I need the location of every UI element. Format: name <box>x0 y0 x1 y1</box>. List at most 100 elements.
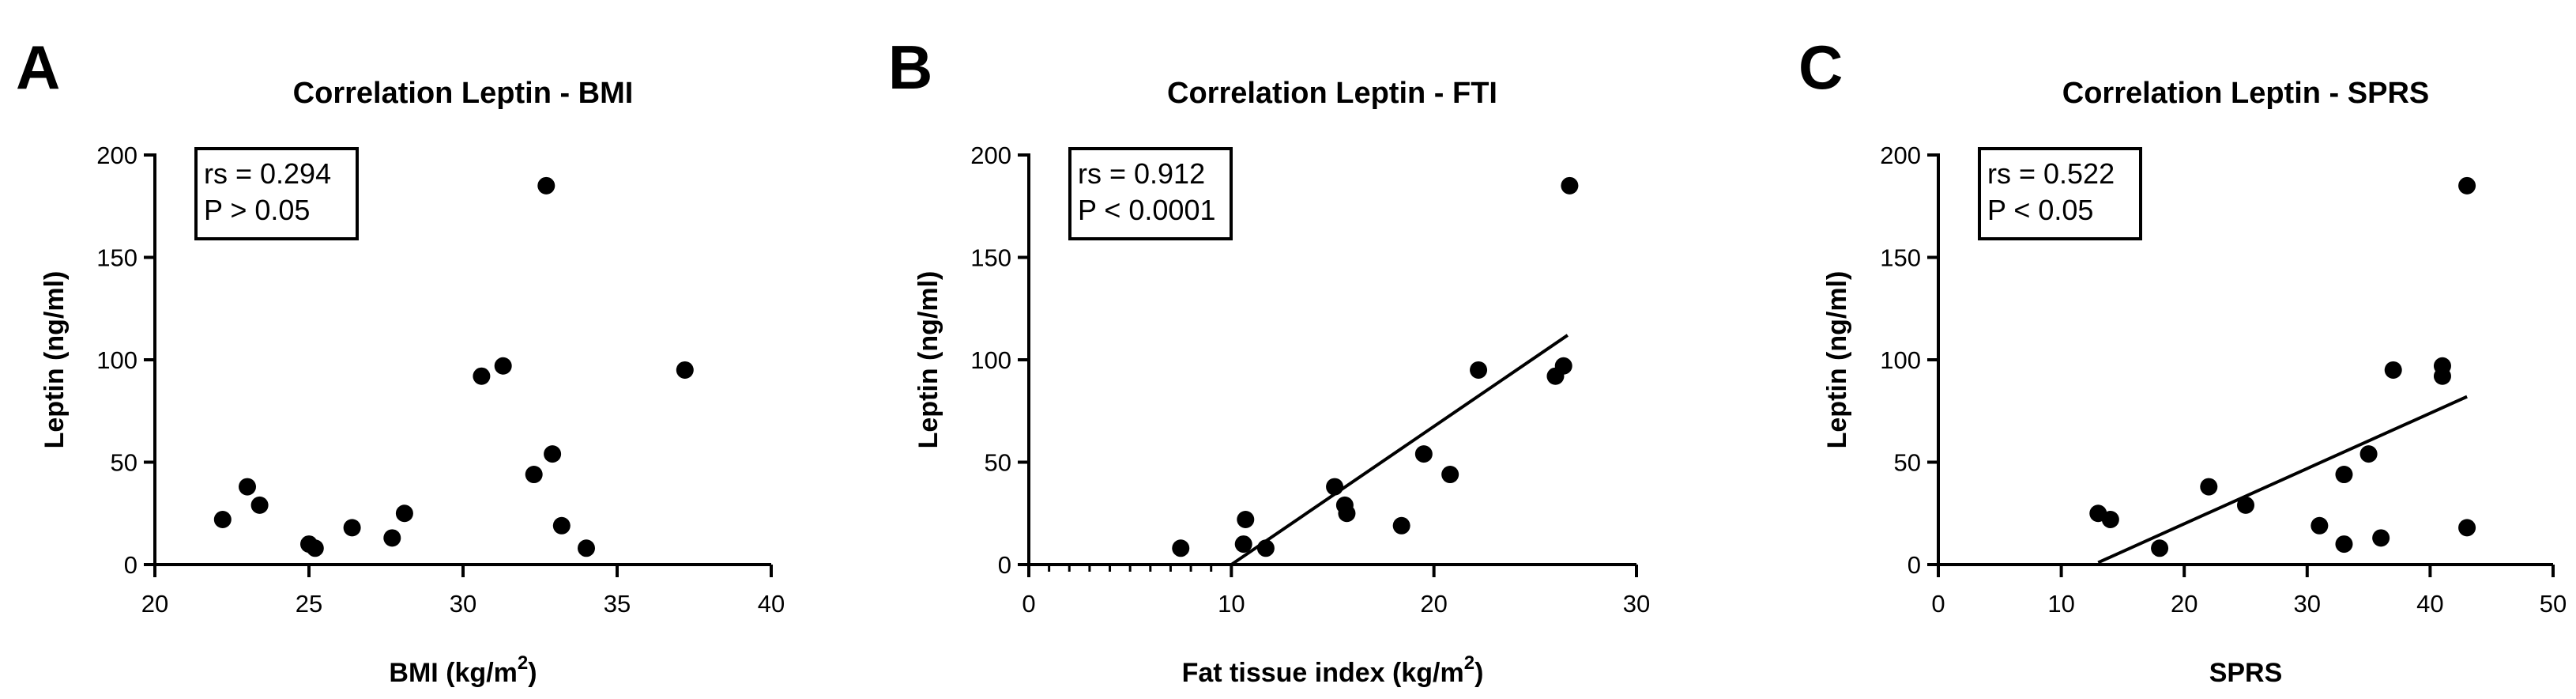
data-point <box>2151 539 2169 557</box>
x-axis-title-main: BMI (kg/m <box>389 658 517 688</box>
data-point <box>1256 539 1275 557</box>
x-tick-label: 20 <box>141 590 168 618</box>
chart-title: Correlation Leptin - SPRS <box>2062 77 2429 110</box>
data-point <box>2200 478 2218 496</box>
data-point <box>250 496 269 514</box>
x-tick-label: 0 <box>1931 590 1945 618</box>
data-point <box>395 504 413 523</box>
data-point <box>2335 466 2353 484</box>
data-point <box>1338 504 1356 523</box>
x-axis-title-superscript: 2 <box>1464 652 1474 674</box>
stats-box-frame <box>1068 147 1233 240</box>
x-axis-title-main: Fat tissue index (kg/m <box>1182 658 1464 688</box>
x-tick-label: 35 <box>604 590 631 618</box>
y-tick-label: 100 <box>970 346 1011 374</box>
x-axis-title-superscript: 2 <box>518 652 528 674</box>
data-point <box>494 357 512 375</box>
x-axis-title-end: ) <box>1474 658 1483 688</box>
x-axis-title-main: SPRS <box>2209 658 2283 688</box>
y-tick-label: 0 <box>1908 551 1921 579</box>
x-axis-title-end: ) <box>528 658 537 688</box>
x-tick-label: 20 <box>1420 590 1447 618</box>
y-tick-label: 150 <box>96 244 137 272</box>
y-axis-title: Leptin (ng/ml) <box>1822 271 1852 449</box>
y-tick-label: 200 <box>970 142 1011 169</box>
data-point <box>2433 367 2451 385</box>
data-point <box>1392 516 1410 535</box>
data-point <box>1554 357 1572 375</box>
data-point <box>2458 176 2476 195</box>
y-tick-label: 0 <box>124 551 137 579</box>
y-tick-label: 150 <box>970 244 1011 272</box>
x-axis-title: BMI (kg/m2) <box>389 652 537 688</box>
data-point <box>2237 496 2254 514</box>
data-point <box>1234 535 1252 554</box>
y-tick-label: 200 <box>1880 142 1921 169</box>
data-point <box>1561 176 1579 195</box>
panel-letter: A <box>16 32 60 102</box>
spearman-rs: rs = 0.294 <box>204 157 331 190</box>
y-tick-label: 100 <box>96 346 137 374</box>
data-point <box>239 478 256 496</box>
spearman-rs: rs = 0.522 <box>1987 157 2115 190</box>
y-tick-label: 50 <box>111 449 137 477</box>
x-tick-label: 20 <box>2171 590 2198 618</box>
x-tick-label: 10 <box>1218 590 1245 618</box>
stats-box: rs = 0.294 P > 0.05 <box>194 147 359 240</box>
x-tick-label: 25 <box>296 590 322 618</box>
stats-box: rs = 0.522 P < 0.05 <box>1978 147 2142 240</box>
x-tick-label: 10 <box>2047 590 2074 618</box>
x-tick-label: 30 <box>1623 590 1650 618</box>
x-axis-title: Fat tissue index (kg/m2) <box>1182 652 1484 688</box>
data-point <box>1172 539 1190 557</box>
data-point <box>544 445 562 463</box>
y-tick-label: 0 <box>998 551 1011 579</box>
x-tick-label: 40 <box>2416 590 2443 618</box>
data-point <box>306 539 324 557</box>
chart-title: Correlation Leptin - FTI <box>1167 77 1497 110</box>
x-axis-title: SPRS <box>2209 658 2283 688</box>
stats-box: rs = 0.912 P < 0.0001 <box>1068 147 1233 240</box>
data-point <box>1414 445 1433 463</box>
p-value: P < 0.05 <box>1987 194 2093 226</box>
y-axis-title: Leptin (ng/ml) <box>40 271 70 449</box>
chart-title: Correlation Leptin - BMI <box>293 77 634 110</box>
spearman-rs: rs = 0.912 <box>1078 157 1205 190</box>
data-point <box>473 367 491 385</box>
data-point <box>213 511 232 529</box>
data-point <box>578 539 595 557</box>
x-tick-label: 30 <box>450 590 476 618</box>
x-tick-label: 40 <box>758 590 785 618</box>
data-point <box>2359 445 2378 463</box>
x-tick-label: 30 <box>2294 590 2321 618</box>
panel-b: B Correlation Leptin - FTI 0 50 100 150 200 0 10… <box>888 32 1650 688</box>
stats-box-frame <box>1978 147 2142 240</box>
y-axis-title: Leptin (ng/ml) <box>913 271 943 449</box>
data-point <box>552 516 571 535</box>
y-tick-label: 150 <box>1880 244 1921 272</box>
data-point <box>2384 361 2402 379</box>
data-point <box>343 519 361 537</box>
data-point <box>1470 361 1488 379</box>
y-tick-label: 200 <box>96 142 137 169</box>
data-point <box>1441 466 1459 484</box>
data-point <box>2101 511 2119 529</box>
y-tick-label: 50 <box>1894 449 1921 477</box>
x-tick-label: 50 <box>2540 590 2567 618</box>
regression-line <box>1230 334 1569 566</box>
regression-line <box>2097 395 2468 565</box>
data-point <box>1326 478 1344 496</box>
data-point <box>2372 529 2390 547</box>
data-point <box>2335 535 2353 554</box>
y-tick-label: 50 <box>985 449 1011 477</box>
data-point <box>2310 516 2329 535</box>
y-tick-label: 100 <box>1880 346 1921 374</box>
data-point <box>676 361 694 379</box>
x-tick-label: 0 <box>1022 590 1035 618</box>
data-point <box>2458 519 2476 537</box>
data-point <box>1237 511 1255 529</box>
panel-a: A Correlation Leptin - BMI 0 50 100 150 200 20 2… <box>16 32 785 688</box>
data-point <box>525 466 543 484</box>
panel-letter: B <box>888 32 932 102</box>
